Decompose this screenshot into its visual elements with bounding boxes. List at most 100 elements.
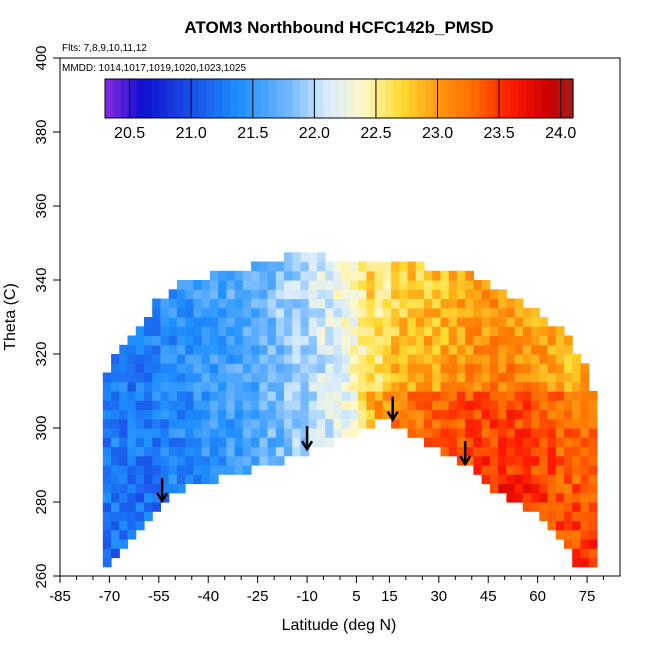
x-axis: -85 -70 -55 -40 -25 -10 5 15 30 45 60 75 — [49, 576, 605, 605]
heatmap-cell — [564, 455, 573, 466]
heatmap-cell — [424, 270, 433, 281]
heatmap-cell — [555, 520, 565, 531]
heatmap-cell — [374, 372, 384, 383]
heatmap-cell — [349, 298, 359, 309]
heatmap-cell — [193, 354, 203, 364]
heatmap-cell — [514, 317, 524, 327]
heatmap-cell — [284, 307, 293, 318]
heatmap-cell — [539, 400, 549, 411]
heatmap-cell — [160, 400, 170, 411]
heatmap-cell — [325, 354, 334, 364]
heatmap-cell — [119, 391, 129, 401]
heatmap-cell — [234, 280, 244, 290]
colorbar-segment — [487, 79, 496, 118]
heatmap-cell — [366, 317, 376, 327]
heatmap-cell — [522, 474, 532, 485]
heatmap-cell — [407, 409, 417, 420]
heatmap-cell — [547, 391, 557, 401]
heatmap-cell — [259, 437, 269, 448]
heatmap-cell — [555, 363, 565, 374]
heatmap-cell — [564, 400, 573, 411]
heatmap-cell — [185, 465, 194, 475]
heatmap-cell — [152, 298, 161, 309]
heatmap-cell — [580, 381, 590, 392]
heatmap-cell — [432, 335, 441, 346]
heatmap-cell — [358, 317, 367, 327]
heatmap-cell — [473, 354, 483, 364]
heatmap-cell — [226, 428, 236, 438]
heatmap-cell — [555, 344, 565, 355]
heatmap-cell — [506, 391, 516, 401]
heatmap-cell — [284, 400, 293, 411]
heatmap-cell — [555, 354, 565, 364]
heatmap-cell — [193, 381, 203, 392]
heatmap-cell — [300, 307, 310, 318]
heatmap-cell — [251, 344, 260, 355]
heatmap-cell — [382, 344, 392, 355]
heatmap-cell — [234, 372, 244, 383]
heatmap-cell — [127, 363, 137, 374]
heatmap-cell — [349, 289, 359, 300]
heatmap-cell — [275, 409, 285, 420]
heatmap-cell — [498, 391, 507, 401]
heatmap-cell — [226, 455, 236, 466]
heatmap-cell — [349, 418, 359, 429]
heatmap-cell — [209, 317, 219, 327]
heatmap-cell — [555, 492, 565, 503]
heatmap-cell — [111, 354, 120, 364]
heatmap-cell — [259, 363, 269, 374]
heatmap-cell — [242, 317, 252, 327]
heatmap-cell — [555, 455, 565, 466]
heatmap-cell — [111, 363, 120, 374]
colorbar-segment — [424, 79, 434, 118]
heatmap-cell — [300, 261, 310, 272]
heatmap-cell — [564, 344, 573, 355]
heatmap-cell — [424, 409, 433, 420]
heatmap-cell — [514, 437, 524, 448]
heatmap-cell — [325, 381, 334, 392]
heatmap-cell — [341, 326, 351, 337]
heatmap-cell — [160, 483, 170, 494]
heatmap-cell — [489, 483, 499, 494]
heatmap-cell — [522, 455, 532, 466]
heatmap-cell — [572, 372, 581, 383]
heatmap-cell — [102, 465, 112, 475]
heatmap-cell — [193, 289, 203, 300]
heatmap-cell — [564, 418, 573, 429]
heatmap-cell — [539, 344, 549, 355]
heatmap-cell — [547, 465, 557, 475]
flight-markers — [156, 396, 472, 504]
flight-arrow-head — [459, 455, 472, 467]
heatmap-cell — [547, 409, 557, 420]
heatmap-cell — [160, 446, 170, 457]
heatmap-cell — [308, 270, 318, 281]
heatmap-cell — [259, 335, 269, 346]
heatmap-cell — [144, 354, 153, 364]
heatmap-cell — [127, 418, 137, 429]
heatmap-cell — [564, 335, 573, 346]
heatmap-cell — [489, 354, 499, 364]
heatmap-cell — [432, 437, 441, 448]
heatmap-cell — [185, 381, 194, 392]
heatmap-cell — [539, 446, 549, 457]
heatmap-cell — [382, 270, 392, 281]
colorbar-segment — [510, 79, 519, 118]
heatmap-cell — [102, 428, 112, 438]
colorbar-segment — [502, 79, 512, 118]
heatmap-cell — [456, 400, 466, 411]
heatmap-cell — [176, 289, 186, 300]
heatmap-cell — [292, 280, 301, 290]
heatmap-cell — [176, 428, 186, 438]
heatmap-cell — [152, 317, 161, 327]
heatmap-cell — [341, 289, 351, 300]
heatmap-cell — [176, 418, 186, 429]
heatmap-cell — [218, 437, 227, 448]
heatmap-cell — [144, 474, 153, 485]
heatmap-cell — [176, 372, 186, 383]
heatmap-cell — [489, 400, 499, 411]
heatmap-cell — [102, 474, 112, 485]
heatmap-cell — [489, 289, 499, 300]
heatmap-cell — [218, 289, 227, 300]
heatmap-cell — [547, 418, 557, 429]
heatmap-cell — [275, 391, 285, 401]
